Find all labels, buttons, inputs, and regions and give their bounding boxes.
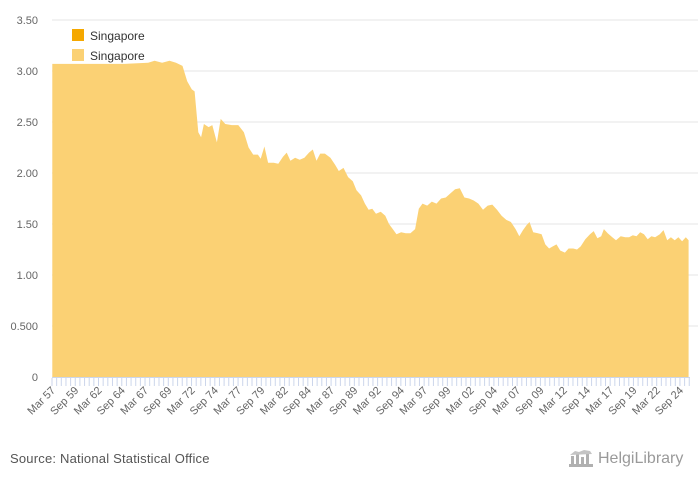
- legend-item-singapore-2[interactable]: Singapore: [72, 49, 145, 63]
- y-tick-label: 3.00: [17, 66, 38, 78]
- brand-name: HelgiLibrary: [598, 450, 684, 467]
- brand-logo[interactable]: HelgiLibrary: [568, 448, 683, 470]
- y-tick-label: 2.50: [17, 117, 38, 129]
- chart-area: 0 0.500 1.00 1.50 2.00 2.50 3.00 3.50 Mar 57Sep…: [10, 15, 698, 418]
- y-tick-label: 1.00: [17, 270, 38, 282]
- legend: Singapore Singapore: [72, 29, 145, 63]
- x-axis-tick-marks: [51, 378, 690, 386]
- y-tick-label: 0: [32, 372, 38, 384]
- y-tick-label: 0.500: [10, 321, 38, 333]
- y-tick-label: 2.00: [17, 168, 38, 180]
- legend-swatch: [72, 49, 84, 61]
- library-icon: [569, 450, 593, 467]
- legend-label: Singapore: [90, 49, 145, 63]
- legend-label: Singapore: [90, 29, 145, 43]
- legend-swatch: [72, 29, 84, 41]
- source-note: Source: National Statistical Office: [10, 451, 210, 466]
- series-area-singapore: [52, 60, 689, 378]
- legend-item-singapore-1[interactable]: Singapore: [72, 29, 145, 43]
- y-axis: 0 0.500 1.00 1.50 2.00 2.50 3.00 3.50: [10, 15, 38, 384]
- y-tick-label: 1.50: [17, 219, 38, 231]
- y-tick-label: 3.50: [17, 15, 38, 27]
